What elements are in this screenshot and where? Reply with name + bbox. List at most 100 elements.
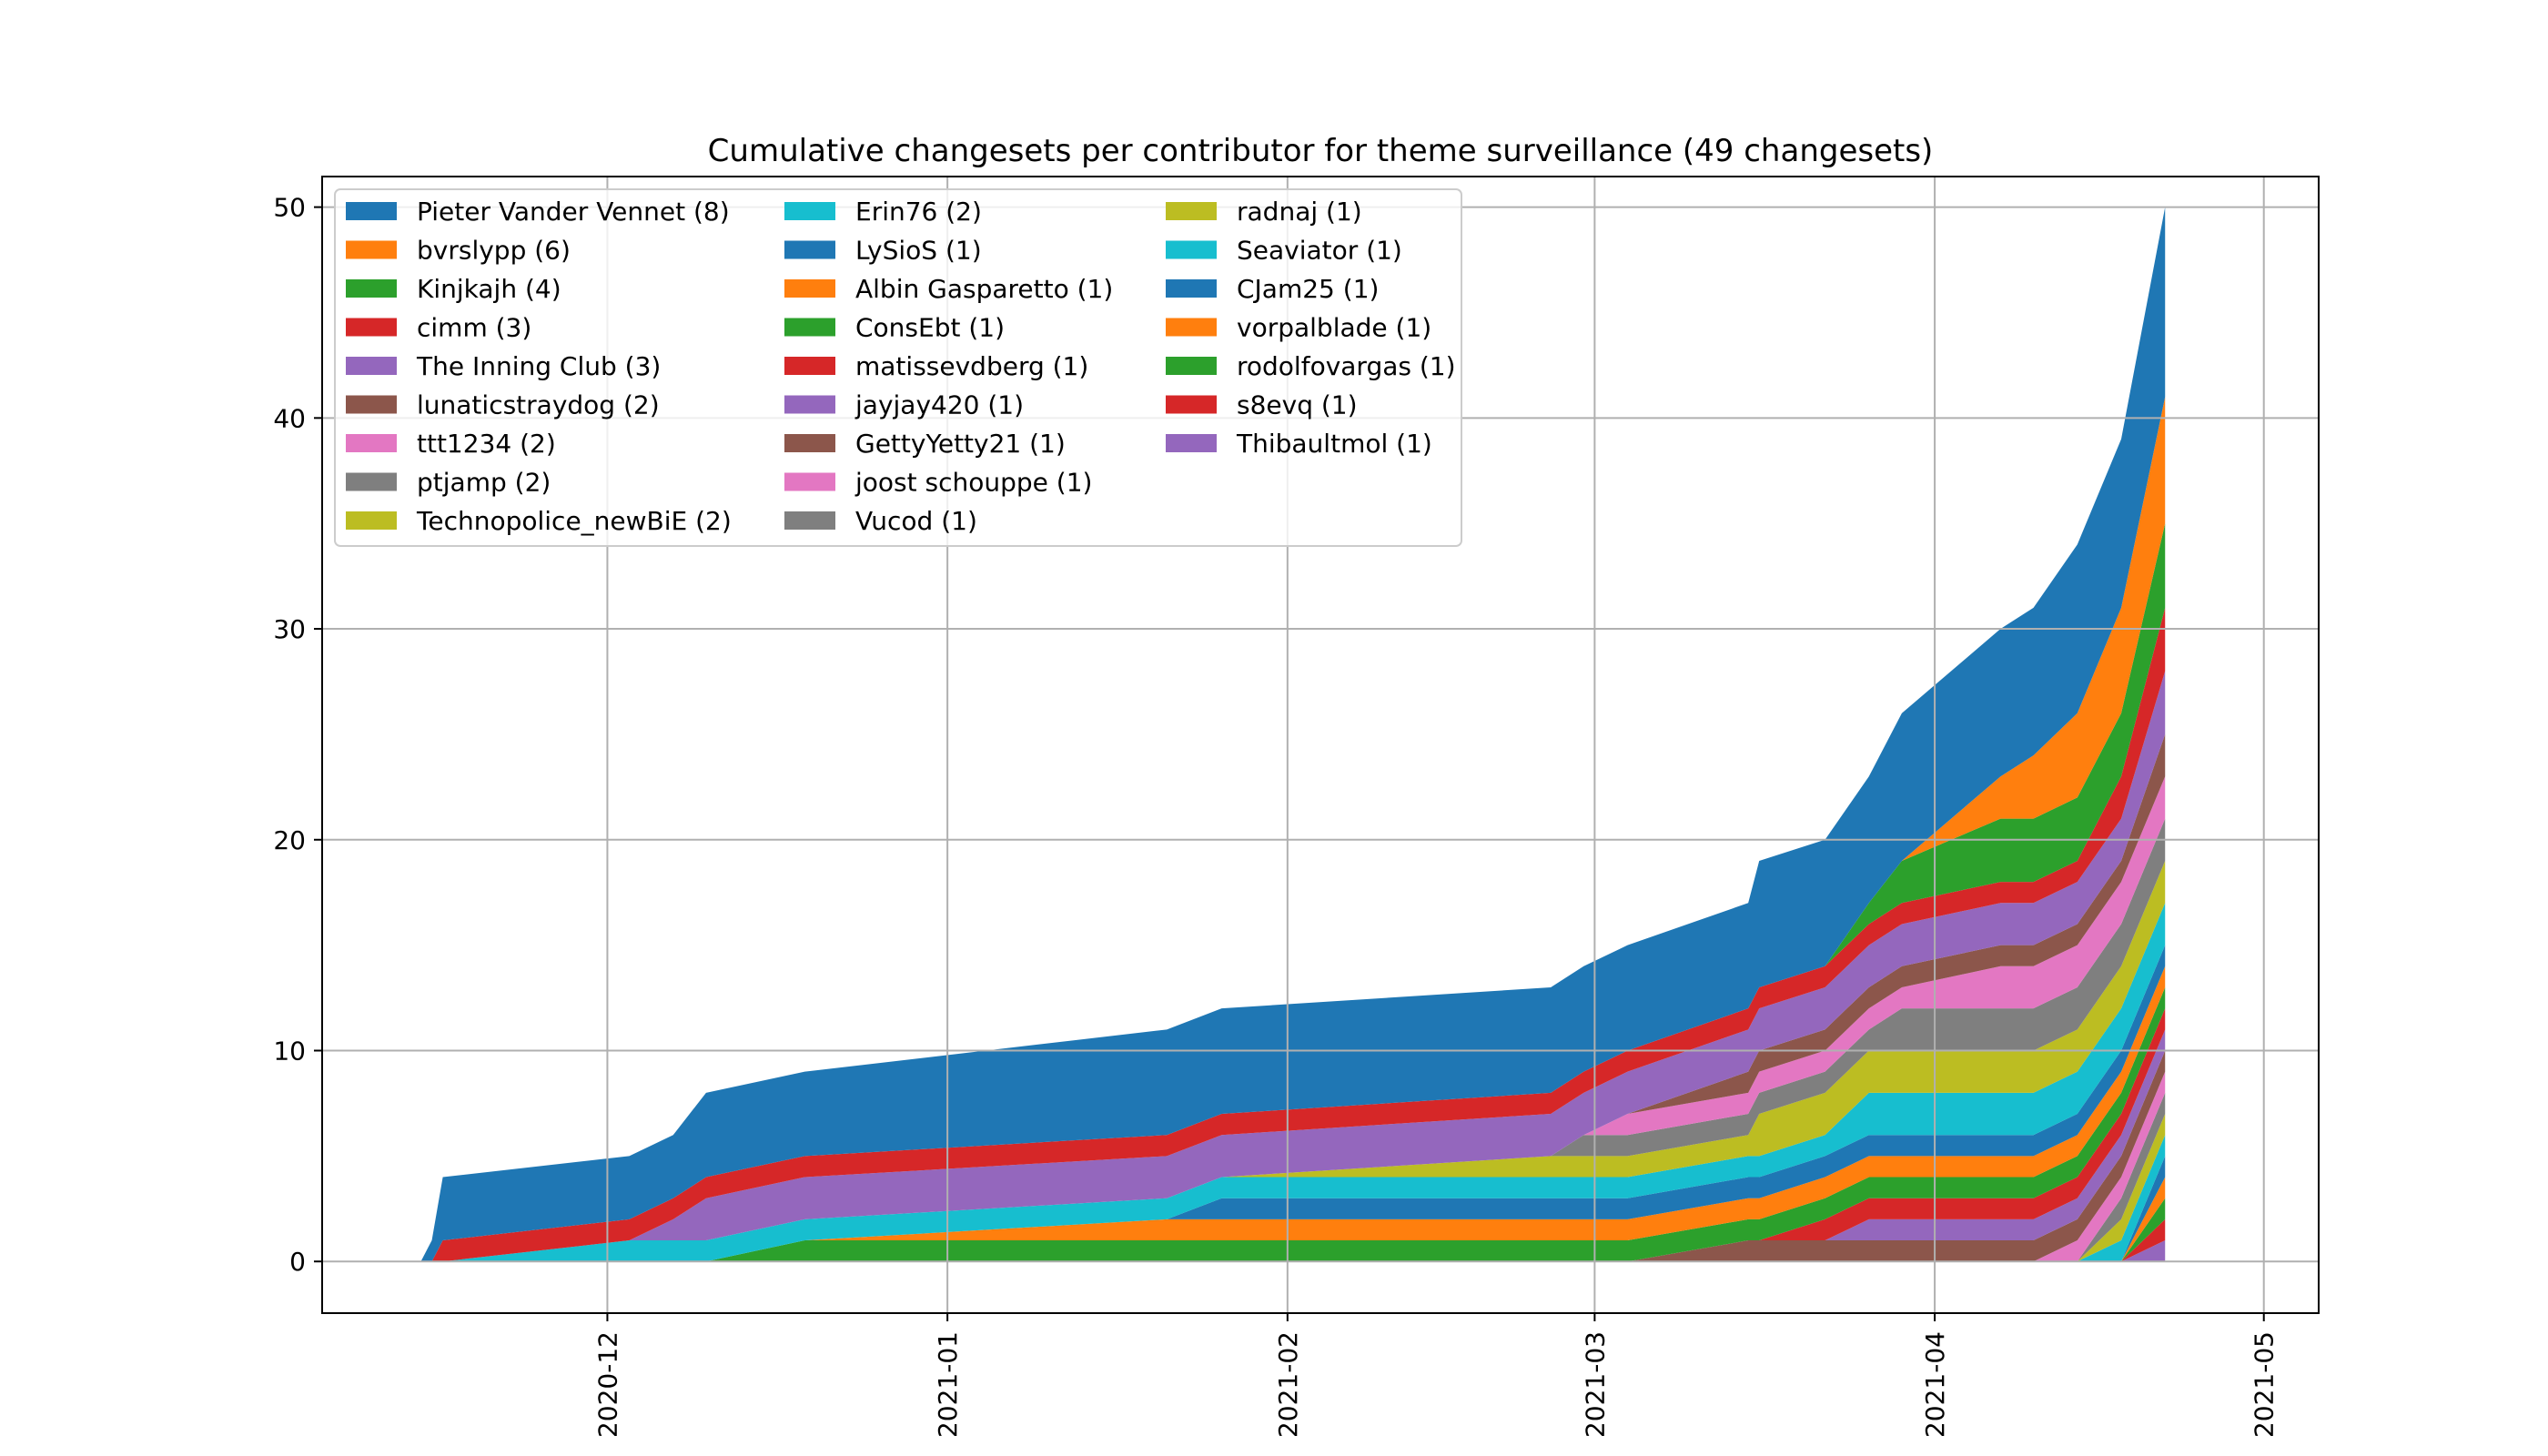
legend-item-albin-gasparetto: Albin Gasparetto (1): [784, 274, 1113, 304]
legend-swatch: [346, 357, 397, 375]
x-tick-label: 2021-05: [2250, 1331, 2280, 1438]
area-lysios: [420, 945, 2166, 1262]
area-jayjay420: [420, 1029, 2166, 1262]
legend-swatch: [1166, 434, 1217, 452]
legend-label: cimm (3): [417, 313, 531, 343]
legend-item-s8evq: s8evq (1): [1166, 390, 1358, 420]
legend-label: The Inning Club (3): [416, 351, 661, 381]
y-tick-label: 10: [273, 1036, 306, 1067]
legend-item-erin76: Erin76 (2): [784, 197, 982, 227]
legend-swatch: [784, 318, 835, 337]
legend-item-jayjay420: jayjay420 (1): [784, 390, 1024, 420]
legend-item-rodolfovargas: rodolfovargas (1): [1166, 351, 1456, 381]
legend-item-lunaticstraydog: lunaticstraydog (2): [346, 390, 660, 420]
legend-swatch: [346, 240, 397, 259]
chart-title: Cumulative changesets per contributor fo…: [708, 133, 1934, 169]
legend-label: Vucod (1): [855, 506, 977, 536]
x-tick-label: 2020-12: [592, 1331, 622, 1438]
legend-item-the-inning-club: The Inning Club (3): [346, 351, 661, 381]
area-gettyyetty21: [420, 1050, 2166, 1262]
legend-item-radnaj: radnaj (1): [1166, 197, 1362, 227]
legend-label: Erin76 (2): [855, 197, 982, 227]
y-tick-label: 50: [273, 193, 306, 223]
x-tick-label: 2021-02: [1273, 1331, 1303, 1438]
legend-swatch: [784, 279, 835, 298]
legend-item-matissevdberg: matissevdberg (1): [784, 351, 1088, 381]
legend-label: s8evq (1): [1237, 390, 1358, 420]
legend-label: ConsEbt (1): [855, 313, 1005, 343]
legend: Pieter Vander Vennet (8) bvrslypp (6) Kinj…: [334, 188, 1462, 547]
legend-label: bvrslypp (6): [417, 236, 571, 266]
legend-item-gettyyetty21: GettyYetty21 (1): [784, 429, 1066, 459]
legend-label: Albin Gasparetto (1): [855, 274, 1113, 304]
legend-item-seaviator: Seaviator (1): [1166, 236, 1402, 266]
legend-swatch: [1166, 357, 1217, 375]
x-tick-label: 2021-04: [1920, 1331, 1950, 1438]
legend-label: Pieter Vander Vennet (8): [417, 197, 730, 227]
legend-item-lysios: LySioS (1): [784, 236, 982, 266]
legend-label: matissevdberg (1): [855, 351, 1088, 381]
legend-swatch: [346, 472, 397, 491]
legend-swatch: [346, 279, 397, 298]
legend-swatch: [784, 511, 835, 530]
x-tick-label: 2021-01: [933, 1331, 963, 1438]
legend-box: [334, 188, 1462, 547]
legend-label: Seaviator (1): [1237, 236, 1402, 266]
legend-swatch: [1166, 318, 1217, 337]
legend-item-cjam25: CJam25 (1): [1166, 274, 1379, 304]
y-tick-label: 20: [273, 825, 306, 855]
legend-item-joost-schouppe: joost schouppe (1): [784, 468, 1092, 498]
ticks: 0 10 20 30 40 50 2020-12 2021-01 2021-02 2021-03 2…: [273, 193, 2279, 1438]
legend-item-cimm: cimm (3): [346, 313, 531, 343]
area-erin76: [420, 903, 2166, 1262]
legend-swatch: [1166, 279, 1217, 298]
legend-swatch: [784, 395, 835, 414]
legend-swatch: [784, 357, 835, 375]
legend-item-vucod: Vucod (1): [784, 506, 977, 536]
legend-label: Kinjkajh (4): [417, 274, 561, 304]
area-pieter-vander-vennet: [420, 207, 2166, 1262]
legend-item-kinjkajh: Kinjkajh (4): [346, 274, 561, 304]
stacked-areas: [420, 207, 2166, 1262]
legend-label: jayjay420 (1): [854, 390, 1024, 420]
legend-item-vorpalblade: vorpalblade (1): [1166, 313, 1431, 343]
legend-label: GettyYetty21 (1): [855, 429, 1066, 459]
legend-swatch: [784, 434, 835, 452]
legend-label: rodolfovargas (1): [1237, 351, 1456, 381]
x-tick-label: 2021-03: [1580, 1331, 1610, 1438]
legend-item-pieter-vander-vennet: Pieter Vander Vennet (8): [346, 197, 730, 227]
y-tick-label: 40: [273, 403, 306, 433]
legend-swatch: [1166, 395, 1217, 414]
legend-label: vorpalblade (1): [1237, 313, 1431, 343]
legend-item-ttt1234: ttt1234 (2): [346, 429, 556, 459]
legend-label: LySioS (1): [855, 236, 982, 266]
legend-swatch: [784, 202, 835, 220]
axes: [321, 176, 2320, 1314]
legend-item-ptjamp: ptjamp (2): [346, 468, 551, 498]
legend-item-consebt: ConsEbt (1): [784, 313, 1005, 343]
legend-label: lunaticstraydog (2): [417, 390, 660, 420]
legend-label: ttt1234 (2): [417, 429, 556, 459]
legend-item-thibaultmol: Thibaultmol (1): [1166, 429, 1432, 459]
legend-swatch: [346, 202, 397, 220]
legend-swatch: [1166, 240, 1217, 259]
legend-label: ptjamp (2): [417, 468, 551, 498]
legend-swatch: [784, 240, 835, 259]
legend-swatch: [346, 318, 397, 337]
legend-swatch: [784, 472, 835, 491]
legend-swatch: [346, 511, 397, 530]
y-tick-label: 0: [289, 1247, 306, 1277]
legend-label: radnaj (1): [1237, 197, 1362, 227]
legend-item-technopolice-newbie: Technopolice_newBiE (2): [346, 506, 732, 536]
legend-swatch: [1166, 202, 1217, 220]
legend-swatch: [346, 395, 397, 414]
legend-label: joost schouppe (1): [854, 468, 1092, 498]
legend-label: CJam25 (1): [1237, 274, 1379, 304]
y-tick-label: 30: [273, 614, 306, 644]
plot-frame: [321, 176, 2320, 1314]
legend-label: Technopolice_newBiE (2): [416, 506, 732, 536]
area-the-inning-club: [420, 671, 2166, 1262]
legend-swatch: [346, 434, 397, 452]
